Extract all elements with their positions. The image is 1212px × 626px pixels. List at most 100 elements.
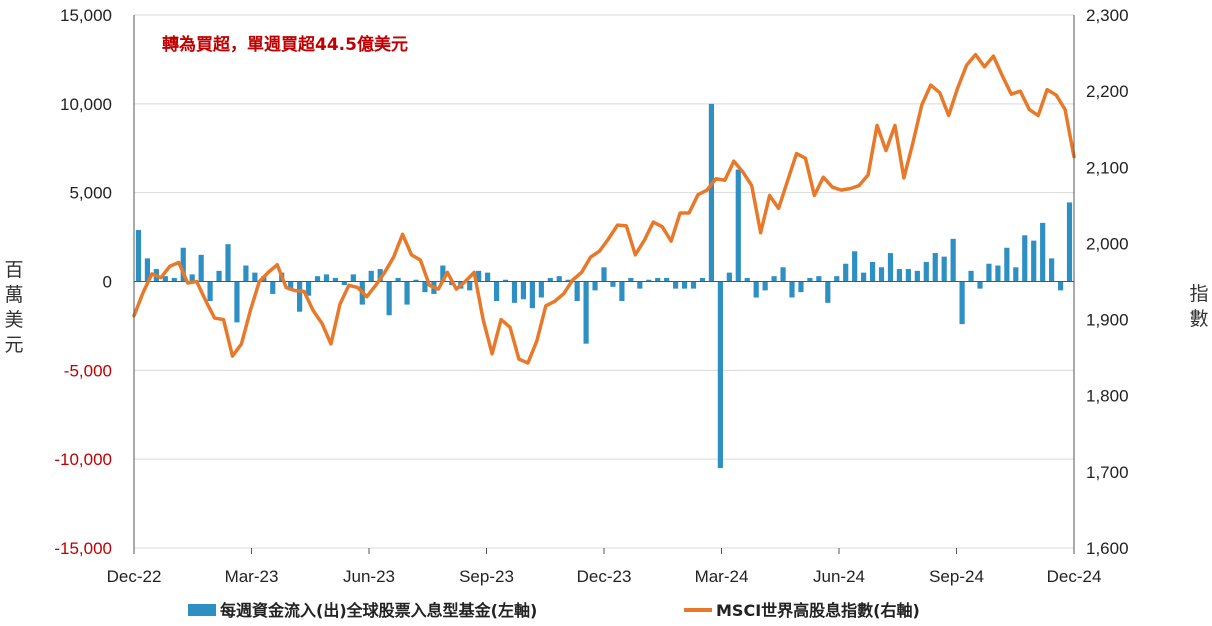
right-tick-label: 2,100 — [1086, 158, 1129, 177]
bar — [878, 267, 885, 282]
left-tick-label: -15,000 — [54, 539, 112, 558]
bar — [941, 256, 947, 282]
bar — [1040, 222, 1046, 282]
right-tick-label: 2,000 — [1086, 234, 1129, 253]
x-tick-label: Dec-24 — [1047, 567, 1102, 586]
bar — [646, 279, 652, 282]
index-line-group — [132, 52, 1076, 365]
bar — [144, 258, 151, 282]
bar — [1057, 281, 1064, 291]
bar — [977, 281, 983, 289]
bar — [511, 281, 518, 303]
bar — [780, 267, 786, 282]
bar — [323, 274, 330, 282]
legend: 每週資金流入(出)全球股票入息型基金(左軸) MSCI世界高股息指數(右軸) — [188, 601, 920, 620]
bar — [135, 229, 142, 282]
bar — [816, 276, 822, 282]
left-axis-ticks: 15,000 10,000 5,000 0 -5,000 -10,000 -15,000 — [54, 6, 112, 558]
bar — [493, 281, 500, 302]
bar — [655, 277, 661, 282]
left-tick-label: -5,000 — [64, 361, 112, 380]
x-tick-label: Sep-24 — [929, 567, 984, 586]
bar — [628, 277, 634, 282]
bar — [583, 281, 589, 344]
right-tick-label: 2,200 — [1086, 82, 1129, 101]
bar — [1049, 258, 1055, 282]
bar — [914, 270, 920, 282]
bar — [1031, 240, 1037, 282]
right-tick-label: 1,900 — [1086, 311, 1129, 330]
right-axis-ticks: 2,300 2,200 2,100 2,000 1,900 1,800 1,700 1,600 — [1086, 6, 1129, 558]
bar — [234, 281, 240, 323]
bar — [520, 281, 527, 300]
bar — [708, 103, 715, 282]
bar — [735, 169, 741, 282]
bar — [171, 277, 177, 282]
left-tick-label: 5,000 — [69, 184, 112, 203]
x-tick-label: Dec-23 — [577, 567, 632, 586]
bar — [681, 281, 688, 289]
bar — [225, 244, 231, 282]
bar — [1013, 267, 1019, 282]
x-tick-label: Sep-23 — [459, 567, 514, 586]
bar — [368, 270, 374, 282]
bar — [476, 270, 482, 282]
bar — [798, 281, 804, 293]
bar — [547, 277, 553, 282]
chart-annotation: 轉為買超，單週買超44.5億美元 — [162, 34, 408, 55]
bar — [717, 281, 723, 469]
bar — [744, 277, 750, 282]
bar — [959, 281, 965, 325]
bar — [485, 272, 491, 282]
bar — [905, 269, 911, 282]
left-tick-label: 15,000 — [60, 6, 112, 25]
bar — [162, 276, 168, 282]
bar — [1004, 247, 1010, 282]
bar — [986, 263, 992, 282]
bar — [395, 277, 401, 282]
bar — [440, 265, 446, 282]
bar — [529, 281, 535, 309]
bar — [699, 277, 706, 282]
bar — [305, 281, 312, 296]
bar — [422, 281, 428, 293]
x-tick-label: Jun-24 — [813, 567, 865, 586]
bar — [1022, 235, 1028, 282]
bar — [861, 272, 867, 282]
bar — [950, 238, 956, 282]
bar — [592, 281, 598, 291]
bar — [538, 281, 544, 298]
bar — [297, 281, 303, 312]
bar — [726, 272, 732, 282]
bar — [404, 281, 410, 305]
bar — [216, 270, 222, 282]
bar — [753, 281, 759, 298]
bar — [610, 281, 616, 287]
axes — [133, 15, 1075, 548]
bar — [180, 247, 186, 282]
bar — [341, 281, 347, 286]
bar — [252, 272, 258, 282]
bar — [887, 253, 894, 282]
legend-label-line: MSCI世界高股息指數(右軸) — [716, 601, 920, 620]
bar — [386, 281, 392, 316]
bar — [869, 261, 876, 282]
bar — [207, 281, 213, 302]
bar — [637, 281, 643, 289]
bar — [413, 279, 419, 282]
bar — [789, 281, 795, 298]
bar — [377, 269, 383, 282]
right-tick-label: 1,800 — [1086, 387, 1129, 406]
left-tick-label: -10,000 — [54, 450, 112, 469]
bar — [467, 281, 473, 291]
bar — [198, 254, 204, 282]
left-axis-title: 百萬美元 — [4, 259, 23, 356]
right-axis-title: 指數 — [1189, 283, 1208, 330]
bar — [834, 276, 840, 282]
right-tick-label: 2,300 — [1086, 6, 1129, 25]
bar — [189, 274, 195, 282]
bar — [332, 277, 339, 282]
bar — [807, 277, 813, 282]
right-tick-label: 1,600 — [1086, 539, 1129, 558]
